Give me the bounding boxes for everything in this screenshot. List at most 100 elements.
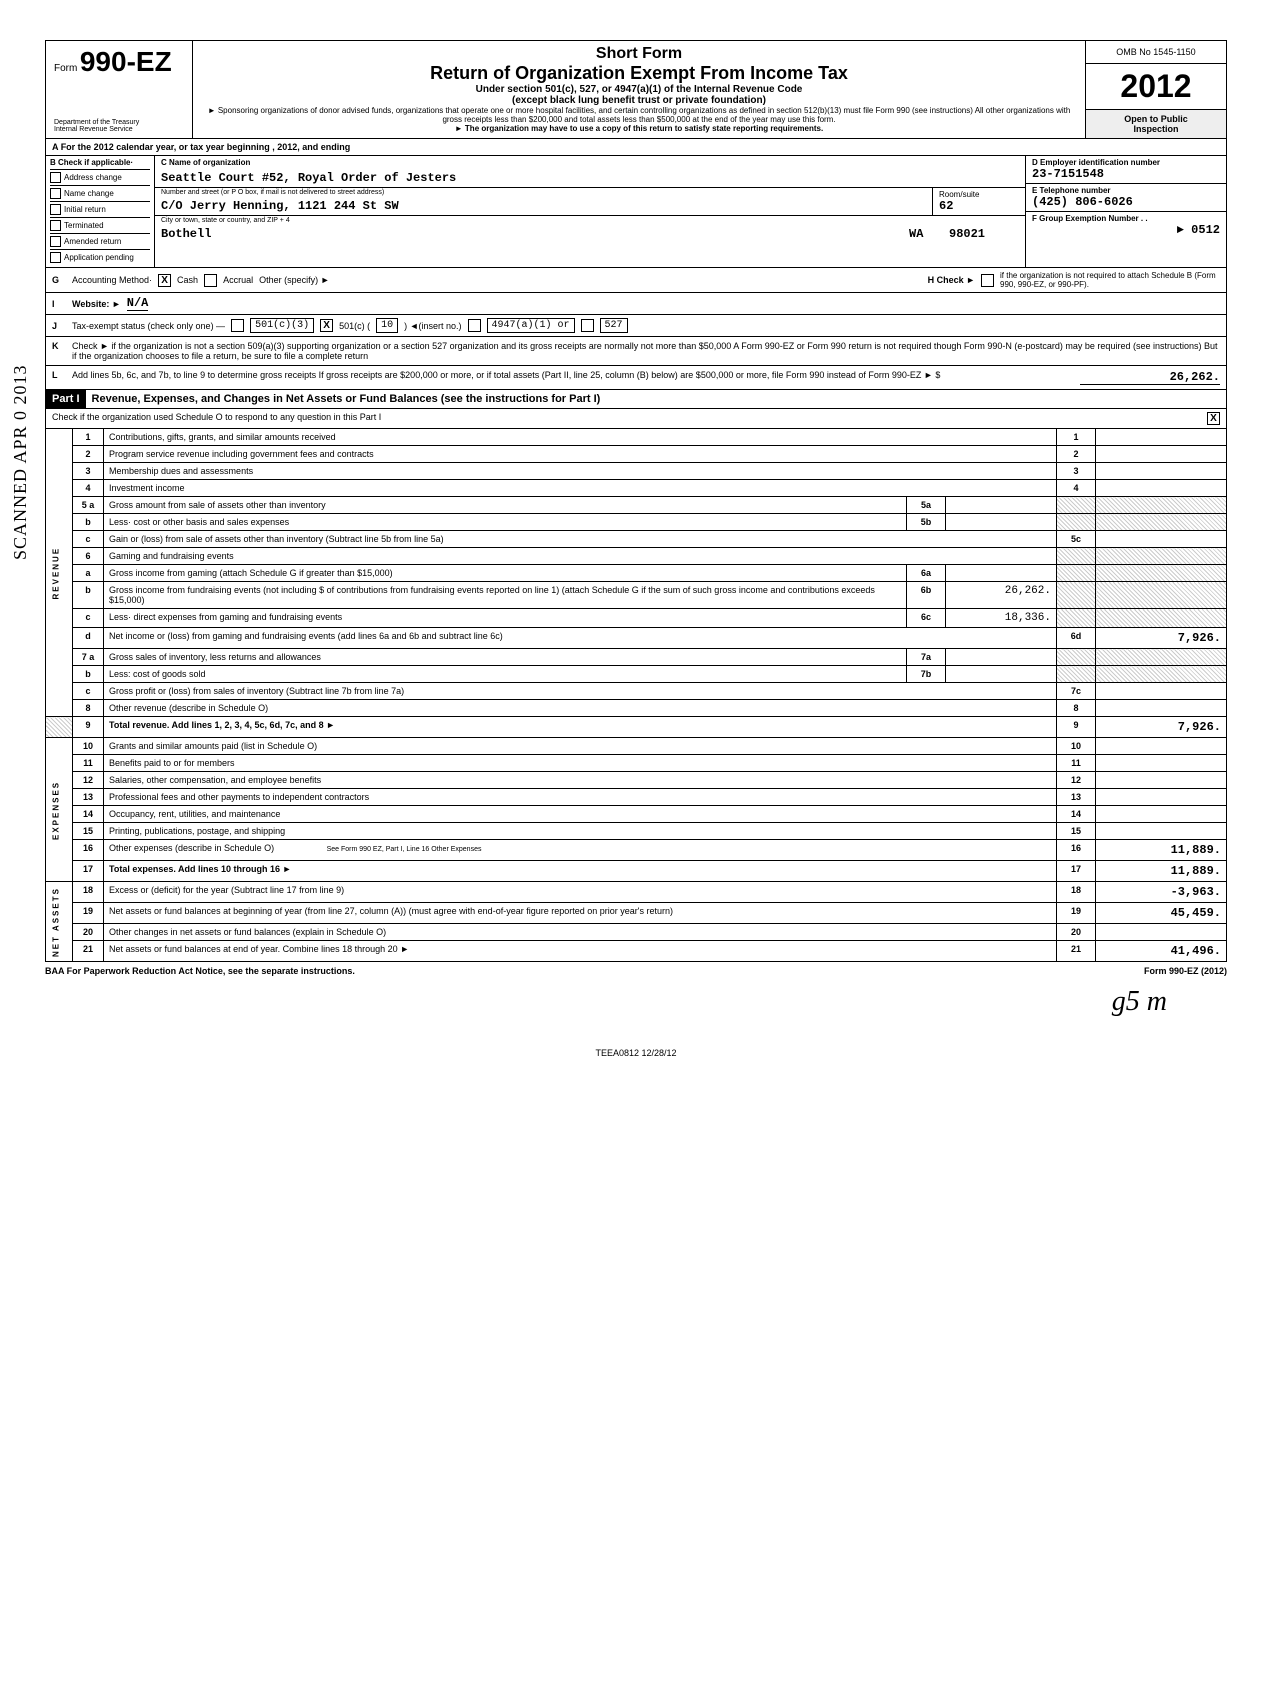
lbl-address-change: Address change xyxy=(64,173,122,182)
n7c: c xyxy=(73,683,104,700)
n5b: b xyxy=(73,514,104,531)
form-number-box: Form 990-EZ Department of the Treasury I… xyxy=(46,41,193,138)
mv6c: 18,336. xyxy=(946,609,1057,628)
col-c: C Name of organization Seattle Court #52… xyxy=(155,156,1026,267)
ein-label: D Employer identification number xyxy=(1032,158,1220,167)
t3: Membership dues and assessments xyxy=(104,463,1057,480)
n4: 4 xyxy=(73,480,104,497)
website: N/A xyxy=(127,296,149,311)
g-letter: G xyxy=(52,275,66,285)
r16: 16 xyxy=(1057,840,1096,861)
ein: 23-7151548 xyxy=(1032,167,1220,181)
n1: 1 xyxy=(73,429,104,446)
n6: 6 xyxy=(73,548,104,565)
n9: 9 xyxy=(73,717,104,738)
phone: (425) 806-6026 xyxy=(1032,195,1220,209)
opt-501c3: 501(c)(3) xyxy=(250,318,314,333)
k-letter: K xyxy=(52,341,66,361)
group-label: F Group Exemption Number . . xyxy=(1032,214,1220,223)
lbl-app-pending: Application pending xyxy=(64,253,134,262)
footer: BAA For Paperwork Reduction Act Notice, … xyxy=(45,962,1227,976)
lbl-cash: Cash xyxy=(177,275,198,285)
cb-part1-scho[interactable]: X xyxy=(1207,412,1220,425)
n16: 16 xyxy=(73,840,104,861)
part1-check: Check if the organization used Schedule … xyxy=(45,409,1227,429)
form-prefix: Form xyxy=(54,63,77,74)
n13: 13 xyxy=(73,789,104,806)
t6c: Less· direct expenses from gaming and fu… xyxy=(104,609,907,628)
cb-terminated[interactable] xyxy=(50,220,61,231)
n6b: b xyxy=(73,582,104,609)
t7c: Gross profit or (loss) from sales of inv… xyxy=(104,683,1057,700)
t6b: Gross income from fundraising events (no… xyxy=(104,582,907,609)
cb-h[interactable] xyxy=(981,274,994,287)
n19: 19 xyxy=(73,903,104,924)
insert-no: 10 xyxy=(376,318,398,333)
n18: 18 xyxy=(73,882,104,903)
i-label: Website: ► xyxy=(72,299,121,309)
cb-amended[interactable] xyxy=(50,236,61,247)
t1: Contributions, gifts, grants, and simila… xyxy=(104,429,1057,446)
t10: Grants and similar amounts paid (list in… xyxy=(104,738,1057,755)
cb-501c[interactable]: X xyxy=(320,319,333,332)
n17: 17 xyxy=(73,861,104,882)
r15: 15 xyxy=(1057,823,1096,840)
t7b: Less: cost of goods sold xyxy=(104,666,907,683)
j-label: Tax-exempt status (check only one) — xyxy=(72,321,225,331)
city: Bothell xyxy=(161,227,909,241)
cb-cash[interactable]: X xyxy=(158,274,171,287)
rv6d: 7,926. xyxy=(1096,628,1227,649)
return-title: Return of Organization Exempt From Incom… xyxy=(203,63,1075,84)
r13: 13 xyxy=(1057,789,1096,806)
part1-check-text: Check if the organization used Schedule … xyxy=(52,412,381,425)
r21: 21 xyxy=(1057,941,1096,962)
dept-irs: Internal Revenue Service xyxy=(54,126,184,133)
cb-initial-return[interactable] xyxy=(50,204,61,215)
open-public: Open to Public Inspection xyxy=(1086,110,1226,138)
cb-app-pending[interactable] xyxy=(50,252,61,263)
m5b: 5b xyxy=(907,514,946,531)
t6: Gaming and fundraising events xyxy=(104,548,1057,565)
t5a: Gross amount from sale of assets other t… xyxy=(104,497,907,514)
opt-501c-a: 501(c) ( xyxy=(339,321,370,331)
r7c: 7c xyxy=(1057,683,1096,700)
cb-name-change[interactable] xyxy=(50,188,61,199)
t17: Total expenses. Add lines 10 through 16 xyxy=(109,864,280,874)
t14: Occupancy, rent, utilities, and maintena… xyxy=(104,806,1057,823)
t12: Salaries, other compensation, and employ… xyxy=(104,772,1057,789)
cb-501c3[interactable] xyxy=(231,319,244,332)
form-header: Form 990-EZ Department of the Treasury I… xyxy=(45,40,1227,139)
t16: Other expenses (describe in Schedule O) xyxy=(109,843,274,853)
side-netassets: NET ASSETS xyxy=(46,882,73,962)
lbl-initial-return: Initial return xyxy=(64,205,106,214)
m6b: 6b xyxy=(907,582,946,609)
r18: 18 xyxy=(1057,882,1096,903)
t5c: Gain or (loss) from sale of assets other… xyxy=(104,531,1057,548)
short-form: Short Form xyxy=(203,45,1075,63)
lbl-other: Other (specify) ► xyxy=(259,275,329,285)
cb-4947[interactable] xyxy=(468,319,481,332)
cb-address-change[interactable] xyxy=(50,172,61,183)
n12: 12 xyxy=(73,772,104,789)
n11: 11 xyxy=(73,755,104,772)
signature: g5 m xyxy=(45,986,1227,1018)
r17: 17 xyxy=(1057,861,1096,882)
side-expenses: EXPENSES xyxy=(46,738,73,882)
rv16: 11,889. xyxy=(1096,840,1227,861)
lbl-accrual: Accrual xyxy=(223,275,253,285)
h-check: H Check ► xyxy=(928,275,975,285)
lines-table: REVENUE 1 Contributions, gifts, grants, … xyxy=(45,429,1227,962)
r11: 11 xyxy=(1057,755,1096,772)
row-k: K Check ► if the organization is not a s… xyxy=(45,337,1227,366)
addr-label: Number and street (or P O box, if mail i… xyxy=(155,188,932,197)
part1-label: Part I xyxy=(46,390,86,408)
city-label: City or town, state or country, and ZIP … xyxy=(155,216,1025,225)
n6d: d xyxy=(73,628,104,649)
t13: Professional fees and other payments to … xyxy=(104,789,1057,806)
room: 62 xyxy=(939,199,1019,213)
cb-527[interactable] xyxy=(581,319,594,332)
teea: TEEA0812 12/28/12 xyxy=(45,1048,1227,1058)
cb-accrual[interactable] xyxy=(204,274,217,287)
scan-stamp: SCANNED APR 0 2013 xyxy=(10,364,31,560)
open1: Open to Public xyxy=(1090,114,1222,124)
